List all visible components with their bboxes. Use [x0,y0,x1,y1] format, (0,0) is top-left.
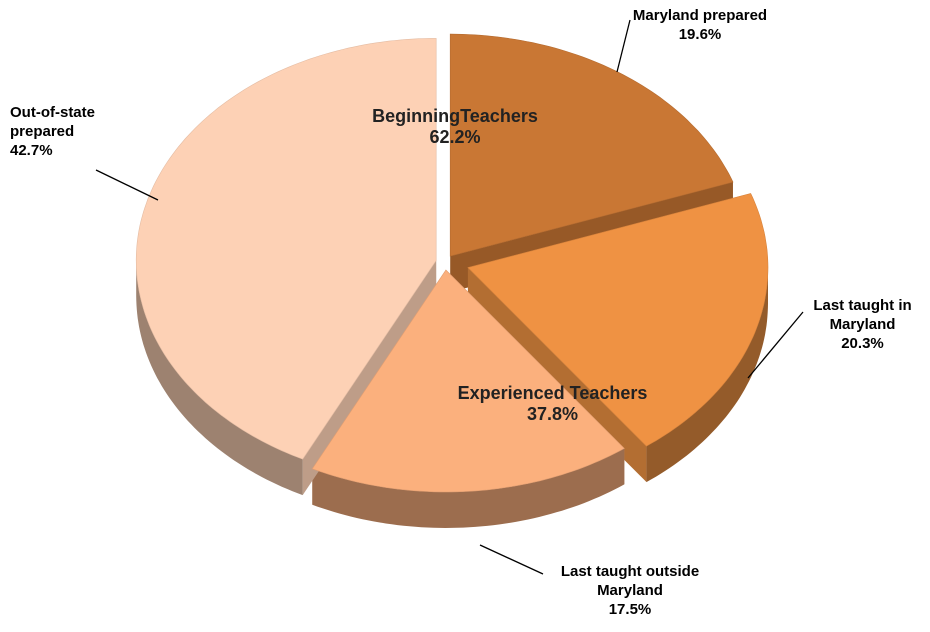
slice-value: 19.6% [678,26,722,43]
group-name: Experienced Teachers [457,383,648,403]
group-label: BeginningTeachers 62.2% [330,106,580,148]
slice [135,38,437,460]
leader-line [479,544,544,575]
slice-name: Maryland prepared [632,7,768,24]
slice-wall [136,260,303,496]
slice-value: 17.5% [608,601,652,618]
slice-label: Maryland prepared 19.6% [600,6,800,44]
slice-wall [312,448,625,528]
group-name: BeginningTeachers [372,106,538,126]
slice-value: 20.3% [841,335,884,352]
slice-name: Last taught outside Maryland [560,563,700,599]
slice-label: Last taught outside Maryland 17.5% [535,562,725,619]
slice-name: Out-of-state prepared [10,104,95,140]
group-value: 62.2% [429,127,481,147]
slice [311,269,625,493]
slice-label: Last taught in Maryland 20.3% [800,296,925,353]
slice [449,33,734,257]
slice-name: Last taught in Maryland [813,297,912,333]
leader-line [747,311,804,379]
group-label: Experienced Teachers 37.8% [420,383,685,425]
slice [467,193,769,447]
slice-value: 42.7% [10,142,53,159]
leader-line [95,169,159,201]
leader-line [616,19,631,73]
group-value: 37.8% [526,404,579,424]
slice-label: Out-of-state prepared 42.7% [10,103,120,160]
slice-wall [646,267,768,483]
